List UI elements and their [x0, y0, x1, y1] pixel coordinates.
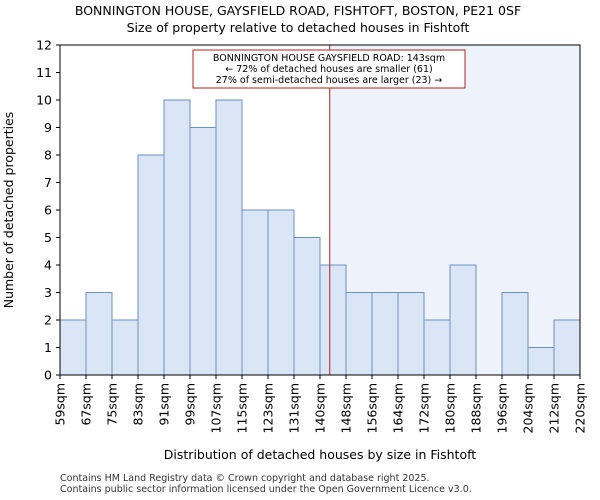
footer-line-2: Contains public sector information licen…	[60, 484, 472, 495]
y-tick-label: 8	[44, 148, 52, 163]
x-tick-label: 164sqm	[391, 383, 406, 433]
x-axis-label: Distribution of detached houses by size …	[164, 447, 476, 462]
bar-107sqm	[215, 99, 243, 376]
x-tick-label: 140sqm	[313, 383, 328, 433]
chart-title: BONNINGTON HOUSE, GAYSFIELD ROAD, FISHTO…	[75, 3, 521, 18]
y-tick-label: 12	[36, 38, 52, 53]
bar-99sqm	[189, 127, 217, 376]
bar-123sqm	[267, 209, 295, 376]
y-tick-label: 4	[44, 258, 52, 273]
y-tick-label: 5	[44, 230, 52, 245]
x-tick-label: 156sqm	[365, 383, 380, 433]
y-tick-label: 6	[44, 203, 52, 218]
y-tick-label: 9	[44, 120, 52, 135]
bar-131sqm	[293, 237, 321, 376]
bar-91sqm	[163, 99, 191, 376]
bars-group	[59, 99, 581, 376]
x-tick-label: 196sqm	[495, 383, 510, 433]
annotation-line-1: BONNINGTON HOUSE GAYSFIELD ROAD: 143sqm	[213, 53, 445, 64]
x-axis-ticks: 59sqm 67sqm 75sqm 83sqm 91sqm 99sqm 107sqm 115s…	[53, 375, 588, 433]
x-tick-label: 131sqm	[287, 383, 302, 433]
bar-164sqm	[397, 292, 425, 376]
x-tick-label: 188sqm	[469, 383, 484, 433]
x-tick-label: 180sqm	[443, 383, 458, 433]
y-tick-label: 1	[44, 340, 52, 355]
x-tick-label: 123sqm	[261, 383, 276, 433]
x-tick-label: 99sqm	[183, 383, 198, 426]
x-tick-label: 220sqm	[573, 383, 588, 433]
bar-180sqm	[449, 264, 477, 376]
annotation-frame	[192, 49, 466, 89]
x-tick-label: 172sqm	[417, 383, 432, 433]
y-tick-label: 7	[44, 175, 52, 190]
y-tick-label: 10	[36, 93, 52, 108]
bar-140sqm	[319, 264, 347, 376]
x-tick-label: 204sqm	[521, 383, 536, 433]
y-tick-label: 2	[44, 313, 52, 328]
x-tick-label: 212sqm	[547, 383, 562, 433]
bar-75sqm	[111, 319, 139, 376]
bar-156sqm	[371, 292, 399, 376]
bar-115sqm	[241, 209, 269, 376]
x-tick-label: 91sqm	[157, 383, 172, 426]
attribution-footer: Contains HM Land Registry data © Crown c…	[60, 473, 472, 495]
annotation-line-3: 27% of semi-detached houses are larger (…	[216, 75, 443, 86]
bar-83sqm	[137, 154, 165, 376]
bar-172sqm	[423, 319, 451, 376]
bar-59sqm	[59, 319, 87, 376]
y-axis-label: Number of detached properties	[1, 112, 16, 309]
x-tick-label: 67sqm	[79, 383, 94, 426]
x-tick-label: 75sqm	[105, 383, 120, 426]
chart-subtitle: Size of property relative to detached ho…	[127, 20, 470, 35]
x-tick-label: 148sqm	[339, 383, 354, 433]
footer-line-1: Contains HM Land Registry data © Crown c…	[60, 473, 430, 484]
y-tick-label: 0	[44, 368, 52, 383]
x-tick-label: 59sqm	[53, 383, 68, 426]
bar-204sqm	[527, 347, 555, 376]
x-tick-label: 115sqm	[235, 383, 250, 433]
x-tick-label: 107sqm	[209, 383, 224, 433]
annotation-line-2: ← 72% of detached houses are smaller (61…	[225, 64, 432, 75]
y-tick-label: 11	[36, 65, 52, 80]
bar-67sqm	[85, 292, 113, 376]
bar-212sqm	[553, 319, 581, 376]
annotation-box: BONNINGTON HOUSE GAYSFIELD ROAD: 143sqm …	[192, 49, 466, 89]
bar-196sqm	[501, 292, 529, 376]
x-tick-label: 83sqm	[131, 383, 146, 426]
y-tick-label: 3	[44, 285, 52, 300]
bar-148sqm	[345, 292, 373, 376]
